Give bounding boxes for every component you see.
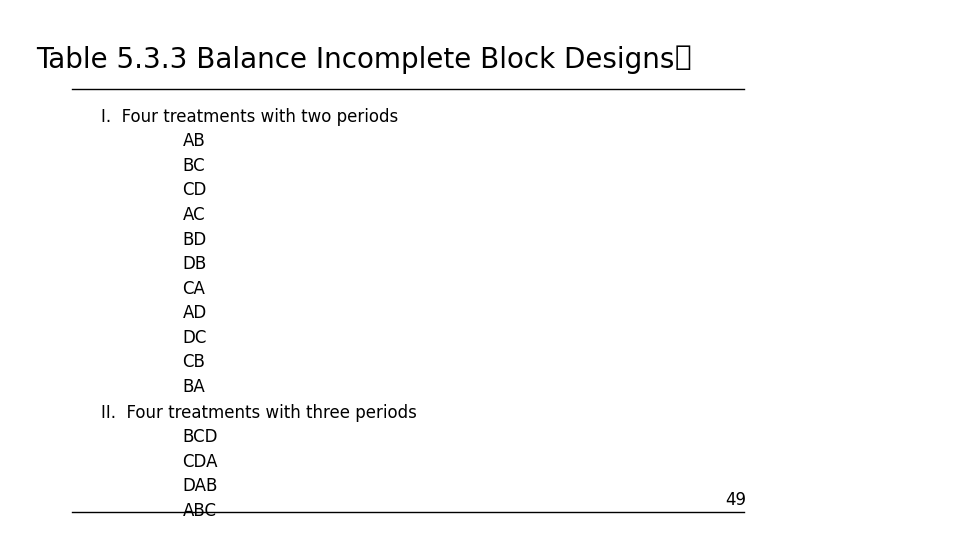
Text: CD: CD <box>182 181 206 199</box>
Text: 49: 49 <box>725 491 746 509</box>
Text: BD: BD <box>182 231 206 248</box>
Text: BA: BA <box>182 378 205 396</box>
Text: I.  Four treatments with two periods: I. Four treatments with two periods <box>101 108 398 126</box>
Text: DC: DC <box>182 329 206 347</box>
Text: BCD: BCD <box>182 428 218 446</box>
Text: II.  Four treatments with three periods: II. Four treatments with three periods <box>101 404 417 422</box>
Text: AC: AC <box>182 206 205 224</box>
Text: AD: AD <box>182 304 206 322</box>
Text: BC: BC <box>182 157 205 175</box>
Text: ABC: ABC <box>182 502 216 520</box>
Text: AB: AB <box>182 132 205 150</box>
Text: DAB: DAB <box>182 477 218 495</box>
Text: CB: CB <box>182 353 205 372</box>
Text: Table 5.3.3 Balance Incomplete Block Designs: Table 5.3.3 Balance Incomplete Block Des… <box>36 46 675 74</box>
Text: CA: CA <box>182 280 205 298</box>
Text: CDA: CDA <box>182 453 218 471</box>
Text: 📖: 📖 <box>675 43 691 71</box>
Text: DB: DB <box>182 255 206 273</box>
